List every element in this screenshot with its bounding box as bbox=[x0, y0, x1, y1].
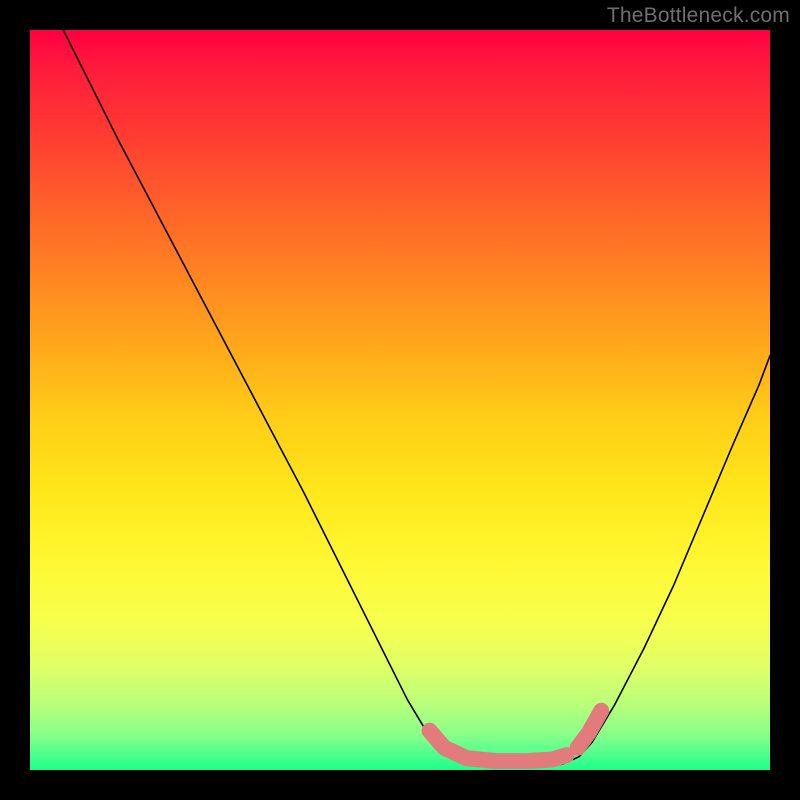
watermark-text: TheBottleneck.com bbox=[607, 4, 790, 28]
overlay-band-layer bbox=[30, 30, 770, 770]
overlay-segment-0 bbox=[430, 731, 567, 761]
plot-area bbox=[30, 30, 770, 770]
chart-frame: TheBottleneck.com bbox=[0, 0, 800, 800]
overlay-segment-1 bbox=[578, 711, 602, 748]
